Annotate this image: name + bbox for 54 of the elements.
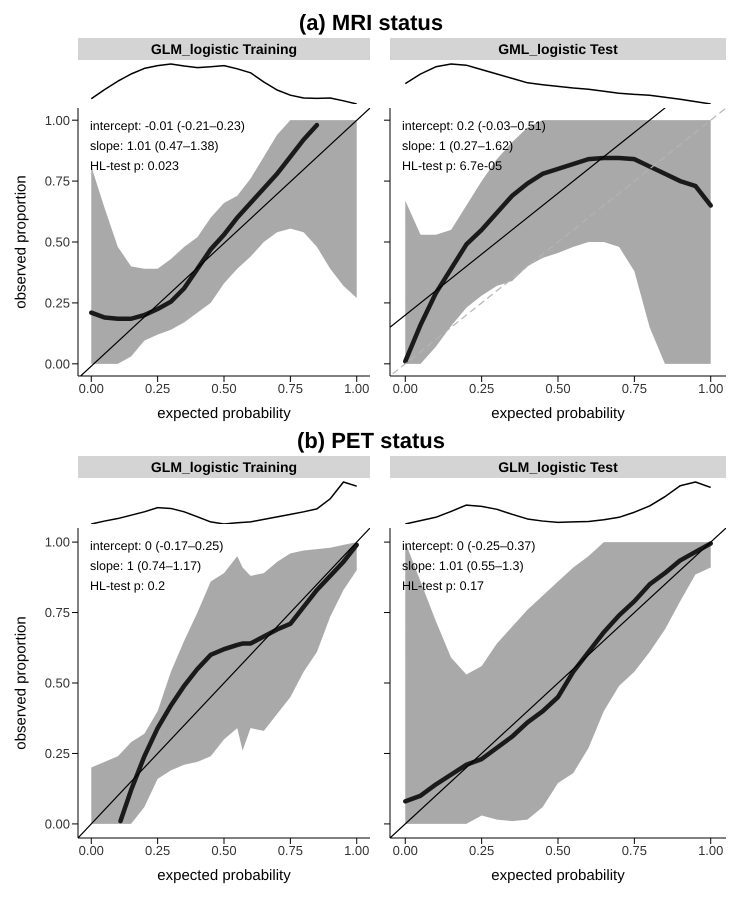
chart-title: GLM_logistic Training	[78, 38, 370, 60]
annotation: slope: 1 (0.74–1.17)	[90, 558, 202, 575]
chart-title: GML_logistic Test	[390, 38, 726, 60]
text: (b) PET status	[296, 427, 446, 455]
x-tick-label: 0.50	[545, 843, 571, 858]
x-tick-label: 0.75	[622, 843, 648, 858]
x-axis-title: expected probability	[491, 405, 626, 422]
x-tick-label: 0.00	[78, 843, 104, 858]
chart-title: GLM_logistic Test	[390, 456, 726, 478]
y-tick-label: 0.75	[44, 605, 70, 620]
y-tick-label: 1.00	[44, 112, 70, 128]
y-axis-title: observed proportion	[12, 616, 30, 750]
y-tick-label: 0.50	[44, 234, 70, 250]
annotation: intercept: 0.2 (-0.03–0.51)	[402, 118, 546, 135]
x-tick-label: 1.00	[698, 381, 724, 396]
annotation: intercept: -0.01 (-0.21–0.23)	[90, 118, 245, 135]
y-tick-label: 0.25	[44, 296, 70, 311]
x-tick-label: 0.75	[278, 381, 304, 396]
annotation: intercept: 0 (-0.25–0.37)	[402, 538, 536, 555]
annotation: slope: 1 (0.27–1.62)	[402, 138, 514, 155]
x-tick-label: 0.75	[622, 381, 648, 396]
y-tick-label: 0.00	[44, 356, 70, 372]
chart-title: GLM_logistic Training	[78, 456, 370, 478]
x-tick-label: 0.25	[468, 381, 494, 396]
y-tick-label: 0.00	[44, 816, 70, 832]
x-tick-label: 0.50	[211, 843, 237, 858]
x-tick-label: 0.50	[545, 381, 571, 396]
x-tick-label: 0.00	[392, 843, 418, 858]
x-tick-label: 0.25	[144, 843, 170, 858]
x-axis-title: expected probability	[157, 405, 292, 422]
annotation: HL-test p: 6.7e-05	[402, 158, 504, 175]
annotation: HL-test p: 0.2	[90, 578, 166, 595]
annotation: HL-test p: 0.17	[402, 578, 485, 595]
x-axis-title: expected probability	[491, 867, 626, 884]
annotation: slope: 1.01 (0.55–1.3)	[402, 558, 525, 575]
x-axis-title: expected probability	[157, 867, 292, 884]
x-tick-label: 0.00	[392, 381, 418, 396]
x-tick-label: 1.00	[698, 843, 724, 858]
x-tick-label: 0.00	[78, 381, 104, 396]
x-tick-label: 1.00	[344, 381, 370, 396]
y-axis-title: observed proportion	[12, 175, 30, 309]
x-tick-label: 0.75	[278, 843, 304, 858]
x-tick-label: 1.00	[344, 843, 370, 858]
annotation: slope: 1.01 (0.47–1.38)	[90, 138, 220, 155]
x-tick-label: 0.25	[468, 843, 494, 858]
annotation: intercept: 0 (-0.17–0.25)	[90, 538, 224, 555]
y-tick-label: 0.50	[44, 676, 70, 691]
text: (a) MRI status	[298, 9, 444, 37]
x-tick-label: 0.50	[211, 381, 237, 396]
x-tick-label: 0.25	[144, 381, 170, 396]
y-tick-label: 0.25	[44, 746, 70, 762]
annotation: HL-test p: 0.023	[90, 158, 180, 175]
y-tick-label: 1.00	[44, 534, 70, 550]
y-tick-label: 0.75	[44, 174, 70, 189]
